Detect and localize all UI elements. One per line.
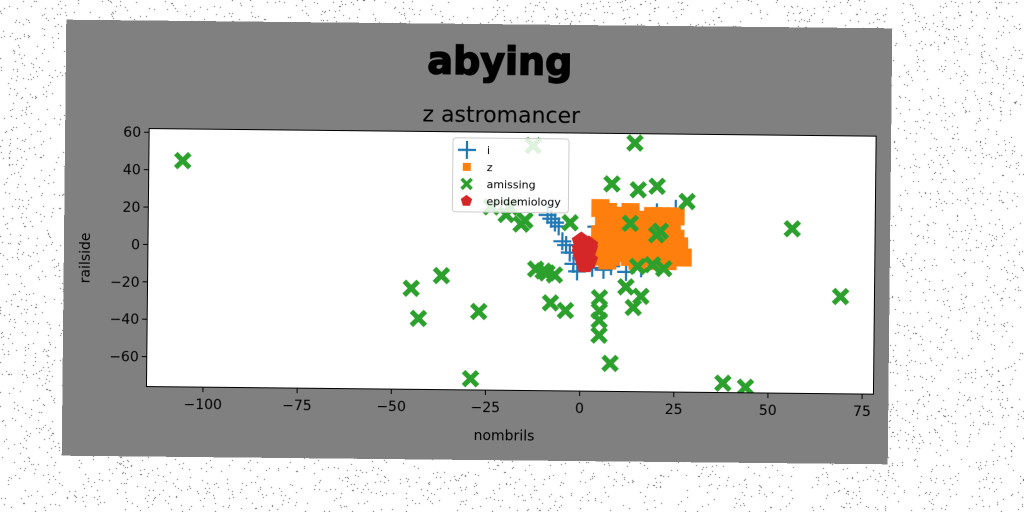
chart-svg: abying z astromancer −100 −75 −50 −25 0 25 50 7… <box>78 38 877 445</box>
point-amissing-6 <box>541 294 560 312</box>
point-amissing-23 <box>621 214 640 233</box>
point-amissing-34 <box>783 219 802 238</box>
point-amissing-35 <box>831 287 850 306</box>
point-amissing-16 <box>590 288 609 307</box>
point-amissing-30 <box>678 192 696 211</box>
x-tick-label: −100 <box>183 397 222 413</box>
x-axis-label: nombrils <box>473 428 534 445</box>
point-amissing-18 <box>590 311 609 330</box>
point-amissing-24 <box>632 287 650 306</box>
legend-label-epidemiology: epidemiology <box>486 195 561 209</box>
x-tick-label: 50 <box>759 403 777 419</box>
x-tick-label: 25 <box>665 402 683 418</box>
point-z-54 <box>628 240 647 259</box>
point-amissing-22 <box>624 298 643 317</box>
chart-figure: abying z astromancer −100 −75 −50 −25 0 25 50 7… <box>61 19 893 465</box>
point-amissing-15 <box>561 213 579 232</box>
point-i-5 <box>557 236 576 255</box>
y-tick-label: 20 <box>122 200 140 216</box>
legend-marker-epidemiology <box>460 194 473 206</box>
y-tick-label: 0 <box>131 237 140 253</box>
x-tick-label: −25 <box>470 400 500 416</box>
y-tick-label: −60 <box>109 349 139 365</box>
point-amissing-5 <box>469 302 488 321</box>
legend-marker-z <box>462 162 471 171</box>
point-amissing-2 <box>409 309 428 328</box>
point-amissing-37 <box>736 378 755 395</box>
y-tick-label: −40 <box>110 312 140 328</box>
point-amissing-3 <box>402 279 421 298</box>
point-z-55 <box>643 207 663 226</box>
y-axis-label: railside <box>78 232 95 283</box>
point-amissing-0 <box>173 151 192 170</box>
point-amissing-4 <box>432 266 451 285</box>
point-amissing-1 <box>461 369 480 388</box>
point-amissing-19 <box>590 326 608 345</box>
point-epidemiology-8 <box>579 235 599 254</box>
x-tick-label: 75 <box>853 404 871 420</box>
point-z-24 <box>591 198 610 218</box>
plot-frame <box>145 128 877 395</box>
x-tick-label: −50 <box>376 399 406 415</box>
legend: iz amissing epidemiology <box>451 137 570 214</box>
legend-marker-i <box>457 140 476 159</box>
point-amissing-39 <box>538 264 556 282</box>
point-amissing-21 <box>617 278 635 296</box>
legend-box <box>451 137 570 214</box>
point-epidemiology-6 <box>575 254 595 273</box>
point-amissing-31 <box>603 175 621 193</box>
point-i-4 <box>553 232 572 251</box>
chart-title: abying <box>427 38 572 84</box>
y-tick-label: 40 <box>123 162 141 178</box>
legend-marker-amissing <box>460 177 473 191</box>
point-amissing-36 <box>714 374 732 393</box>
point-z-49 <box>636 221 655 241</box>
point-amissing-20 <box>601 354 619 373</box>
legend-label-amissing: amissing <box>487 178 536 192</box>
legend-label-i: i <box>487 144 490 157</box>
point-amissing-40 <box>526 260 545 278</box>
y-tick-label: −20 <box>110 274 140 290</box>
point-z-52 <box>598 228 617 248</box>
point-amissing-41 <box>512 215 530 233</box>
point-z-56 <box>658 233 677 252</box>
point-amissing-9 <box>556 301 575 320</box>
point-amissing-27 <box>648 177 666 196</box>
point-i-2 <box>546 213 565 232</box>
legend-label-z: z <box>487 161 493 174</box>
x-tick-label: −75 <box>282 398 312 414</box>
point-amissing-26 <box>629 180 648 199</box>
point-amissing-38 <box>628 257 647 276</box>
plot-layer: −100 −75 −50 −25 0 25 50 75 −60 −40 −20 0 20 40 60 iz am… <box>109 125 877 420</box>
point-amissing-25 <box>626 134 644 152</box>
point-amissing-33 <box>643 255 662 274</box>
point-amissing-29 <box>654 259 673 278</box>
y-tick-label: 60 <box>123 125 141 141</box>
x-tick-label: 0 <box>575 401 584 417</box>
point-amissing-32 <box>647 226 666 244</box>
chart-subtitle: z astromancer <box>422 102 581 129</box>
